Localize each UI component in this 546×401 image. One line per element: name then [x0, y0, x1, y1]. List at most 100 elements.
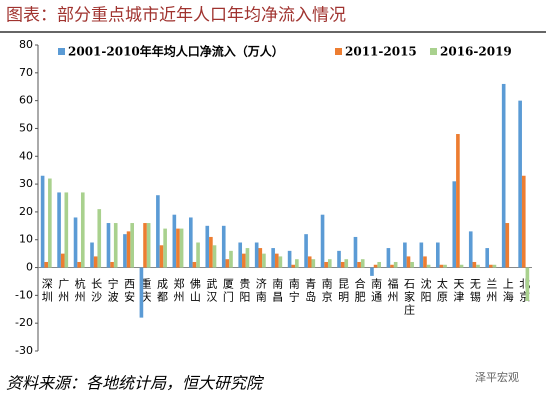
bar: [324, 261, 328, 268]
bar: [209, 236, 213, 268]
bar: [245, 248, 250, 268]
bar: [393, 261, 398, 268]
x-tick-label: 西安: [123, 278, 136, 304]
bar: [238, 242, 243, 268]
bar: [77, 261, 81, 268]
x-tick-label: 福州: [386, 277, 399, 304]
x-tick-label: 石家庄: [403, 278, 416, 317]
bar: [40, 175, 45, 268]
bar: [126, 231, 131, 268]
bar: [410, 261, 414, 268]
bar: [262, 253, 266, 268]
y-tick-label: 50: [19, 121, 33, 134]
source: 资料来源：各地统计局，恒大研究院: [6, 374, 265, 393]
y-tick-label: -20: [15, 316, 33, 329]
bar: [163, 228, 167, 268]
bar: [406, 256, 411, 268]
bar: [459, 264, 464, 268]
bar: [357, 261, 361, 268]
x-tick-label: 郑州: [172, 277, 185, 304]
x-tick-label: 南宁: [287, 278, 300, 304]
bar: [439, 264, 444, 268]
y-tick-label: 0: [26, 261, 33, 274]
bar: [476, 264, 480, 268]
bar: [60, 253, 65, 268]
bar: [278, 256, 283, 268]
bar: [340, 261, 345, 268]
bar: [110, 261, 114, 268]
legend-swatch: [430, 48, 437, 55]
bar: [344, 259, 349, 268]
bar: [337, 250, 341, 268]
x-tick-label: 厦门: [221, 278, 234, 304]
x-tick-label: 佛山: [188, 278, 201, 304]
bar: [93, 256, 98, 268]
bar: [386, 248, 391, 268]
bar: [295, 259, 299, 268]
x-tick-label: 无锡: [468, 278, 481, 304]
bar: [518, 100, 522, 268]
bar: [176, 228, 180, 268]
y-tick-label: 10: [19, 233, 33, 246]
bar: [123, 234, 127, 268]
x-tick-label: 太原: [435, 278, 448, 304]
bar: [159, 245, 164, 268]
x-tick-label: 长沙: [90, 278, 103, 304]
x-tick-label: 南通: [370, 278, 383, 304]
bar: [485, 248, 490, 268]
bar: [258, 248, 263, 268]
bar: [73, 217, 78, 268]
bar: [390, 264, 394, 268]
x-tick-label: 沈阳: [419, 277, 432, 304]
bar: [254, 242, 259, 268]
x-tick-label: 杭州: [73, 277, 86, 304]
x-tick-label: 深圳: [40, 278, 53, 304]
x-tick-label: 成都: [156, 278, 169, 304]
y-tick-label: -10: [15, 288, 33, 301]
x-tick-label: 合肥: [353, 277, 366, 304]
bar: [274, 253, 279, 268]
bar: [139, 267, 144, 318]
x-tick-label: 兰州: [485, 278, 498, 304]
bar: [311, 259, 316, 268]
bar: [212, 245, 217, 268]
x-tick-label: 济南: [254, 277, 267, 304]
bar: [370, 267, 374, 276]
x-tick-label: 上海: [501, 278, 514, 304]
x-tick-label: 天津: [452, 278, 465, 304]
legend-swatch: [335, 48, 342, 55]
y-tick-label: 30: [19, 177, 33, 190]
bar: [64, 192, 69, 268]
bar: [205, 225, 210, 268]
bar: [435, 242, 440, 268]
bar: [353, 236, 358, 268]
chart-title: 图表：部分重点城市近年人口年均净流入情况: [6, 6, 346, 26]
bar: [196, 242, 200, 268]
y-tick-label: 40: [19, 149, 33, 162]
bar: [229, 250, 233, 268]
bar: [452, 181, 457, 268]
legend-swatch: [58, 48, 65, 55]
y-tick-label: -30: [15, 344, 33, 357]
bar: [377, 261, 382, 268]
bar: [225, 259, 230, 268]
bar: [373, 264, 378, 268]
bar: [327, 259, 332, 268]
legend-label: 2011-2015: [345, 45, 417, 59]
bar: [172, 214, 177, 268]
bar: [521, 175, 526, 268]
bar: [403, 242, 407, 268]
x-tick-label: 南京: [320, 278, 333, 304]
x-tick-label: 昆明: [337, 278, 350, 304]
bar: [443, 264, 447, 268]
bar: [90, 242, 94, 268]
legend-label: 2001-2010年年均人口净流入（万人）: [68, 44, 284, 59]
bar: [304, 234, 308, 268]
bar: [146, 223, 151, 268]
x-tick-label: 青岛: [304, 278, 317, 304]
bar: [505, 223, 510, 268]
bar: [143, 223, 147, 268]
bar: [188, 217, 193, 268]
y-tick-label: 60: [19, 94, 33, 107]
bar: [287, 250, 292, 268]
